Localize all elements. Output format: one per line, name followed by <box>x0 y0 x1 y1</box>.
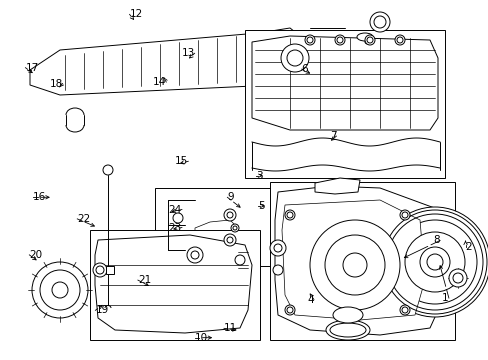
Circle shape <box>235 255 244 265</box>
Circle shape <box>334 35 345 45</box>
Ellipse shape <box>332 307 362 323</box>
Polygon shape <box>30 32 285 95</box>
Text: 5: 5 <box>257 201 264 211</box>
Circle shape <box>224 234 236 246</box>
Polygon shape <box>274 186 447 335</box>
Circle shape <box>281 44 308 72</box>
Circle shape <box>186 247 203 263</box>
Circle shape <box>93 263 107 277</box>
Text: 22: 22 <box>77 214 90 224</box>
Text: 19: 19 <box>95 305 108 315</box>
Text: 12: 12 <box>129 9 142 19</box>
Polygon shape <box>282 200 424 320</box>
Circle shape <box>32 262 88 318</box>
Text: 24: 24 <box>168 204 182 215</box>
Text: 6: 6 <box>301 64 308 74</box>
Circle shape <box>232 226 237 230</box>
Circle shape <box>426 254 442 270</box>
Text: 18: 18 <box>49 78 62 89</box>
Circle shape <box>52 282 68 298</box>
Circle shape <box>306 37 312 43</box>
Circle shape <box>40 270 80 310</box>
Ellipse shape <box>325 320 369 340</box>
Text: 10: 10 <box>194 333 207 343</box>
Polygon shape <box>251 36 437 130</box>
Circle shape <box>103 165 113 175</box>
Circle shape <box>379 207 488 317</box>
Circle shape <box>336 37 342 43</box>
Ellipse shape <box>364 40 370 44</box>
Circle shape <box>366 37 372 43</box>
Text: 14: 14 <box>153 77 166 87</box>
Circle shape <box>396 37 402 43</box>
Circle shape <box>226 212 232 218</box>
Circle shape <box>272 265 283 275</box>
Circle shape <box>96 266 104 274</box>
Circle shape <box>273 244 282 252</box>
Circle shape <box>448 269 466 287</box>
Circle shape <box>373 16 385 28</box>
Text: 11: 11 <box>224 323 237 333</box>
Circle shape <box>226 237 232 243</box>
Text: 16: 16 <box>33 192 46 202</box>
Text: 1: 1 <box>441 293 448 303</box>
Bar <box>90 230 260 340</box>
Text: 21: 21 <box>138 275 151 285</box>
Circle shape <box>392 220 476 304</box>
Text: 13: 13 <box>181 48 194 58</box>
Circle shape <box>399 210 409 220</box>
Text: 3: 3 <box>255 171 262 181</box>
Bar <box>106 266 114 274</box>
Circle shape <box>404 232 464 292</box>
Circle shape <box>286 307 292 313</box>
Bar <box>244 30 444 178</box>
Bar <box>269 182 454 340</box>
Circle shape <box>269 240 285 256</box>
Circle shape <box>394 35 404 45</box>
Circle shape <box>452 273 462 283</box>
Circle shape <box>286 212 292 218</box>
Polygon shape <box>195 220 235 235</box>
Circle shape <box>191 251 199 259</box>
Ellipse shape <box>329 323 365 337</box>
Text: 8: 8 <box>432 235 439 246</box>
Polygon shape <box>95 235 251 333</box>
Circle shape <box>401 307 407 313</box>
Ellipse shape <box>356 33 372 41</box>
Circle shape <box>342 253 366 277</box>
Text: 17: 17 <box>25 63 39 73</box>
Circle shape <box>285 305 294 315</box>
Circle shape <box>325 235 384 295</box>
Circle shape <box>369 12 389 32</box>
Circle shape <box>230 224 239 232</box>
Circle shape <box>305 35 314 45</box>
Text: 23: 23 <box>168 222 182 233</box>
Text: 15: 15 <box>175 156 188 166</box>
Circle shape <box>364 35 374 45</box>
Text: 7: 7 <box>329 131 336 141</box>
Circle shape <box>224 209 236 221</box>
Circle shape <box>401 212 407 218</box>
Circle shape <box>285 210 294 220</box>
Polygon shape <box>264 28 309 88</box>
Text: 9: 9 <box>227 192 234 202</box>
Circle shape <box>419 247 449 277</box>
Circle shape <box>286 50 303 66</box>
Polygon shape <box>314 178 359 194</box>
Text: 4: 4 <box>306 294 313 305</box>
Bar <box>155 188 285 266</box>
Text: 20: 20 <box>29 250 42 260</box>
Circle shape <box>399 305 409 315</box>
Circle shape <box>309 220 399 310</box>
Text: 2: 2 <box>465 242 471 252</box>
